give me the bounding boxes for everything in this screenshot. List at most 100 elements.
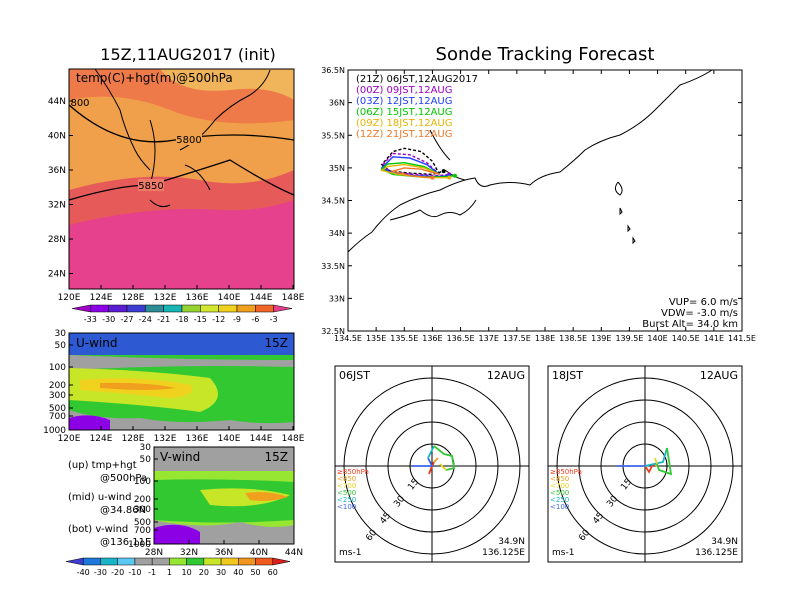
lat-tick-label: 35N: [329, 164, 345, 173]
desc-up-2: @500hPa: [100, 473, 147, 484]
pressure-tick-label: 1000: [43, 426, 66, 436]
pressure-tick-label: 50: [55, 341, 67, 351]
contour-5800: [68, 104, 295, 143]
wind-colorbar-label: 50: [250, 568, 260, 577]
temp-colorbar: -33 -30 -27 -24 -21 -18 -15 -12 -9 -6 -3: [71, 304, 293, 324]
pressure-tick-label: 700: [134, 526, 151, 536]
vwind-upper-zero: [154, 447, 294, 471]
lat-tick-label: 36.5N: [321, 66, 345, 75]
temp-map-frame: [68, 68, 295, 290]
lat-tick-label: 28N: [48, 235, 66, 245]
track-legend-entry: (03Z) 12JST,12AUG: [356, 96, 453, 107]
temp-colorbar-swatch: [255, 304, 274, 313]
uwind-jet-core: [100, 382, 175, 390]
lat-tick-label: 44N: [48, 97, 66, 107]
hodograph-trace: [433, 445, 456, 471]
wind-colorbar-label: -30: [94, 568, 107, 577]
temp-colorbar-swatch: [145, 304, 164, 313]
hodograph-level-legend: <500: [550, 489, 569, 497]
contour-label-800: 800: [70, 98, 89, 109]
vwind-core: [245, 492, 288, 501]
lon-tick-label: 136E: [186, 293, 209, 303]
hodograph-trace: [656, 447, 673, 476]
lat-tick-label: 33.5N: [321, 262, 345, 271]
temp-colorbar-label: -18: [175, 315, 188, 324]
coastline-south: [389, 199, 477, 221]
lon-tick-label: 124E: [90, 434, 113, 444]
track-legend-entry: (00Z) 09JST,12AUG: [356, 85, 453, 96]
wind-colorbar-label: 40: [233, 568, 243, 577]
lon-tick-label: 140E: [647, 334, 667, 343]
pressure-tick-label: 30: [140, 443, 152, 453]
temp-colorbar-label: -33: [84, 315, 97, 324]
hodograph-lon: 136.125E: [482, 548, 525, 558]
track-legend: (21Z) 06JST,12AUG2017(00Z) 09JST,12AUG(0…: [356, 74, 478, 140]
lat-tick-label: 32N: [180, 548, 198, 558]
wind-colorbar-swatch: [272, 557, 291, 566]
lat-tick-label: 32N: [48, 201, 66, 211]
lon-tick-label: 120E: [58, 434, 81, 444]
lon-tick-label: 137.5E: [503, 334, 531, 343]
wind-colorbar-swatch: [65, 557, 84, 566]
hodograph-date: 12AUG: [700, 369, 738, 382]
wind-colorbar-label: -1: [148, 568, 156, 577]
uwind-surface-band: [69, 410, 294, 430]
wind-colorbar-swatch: [255, 557, 274, 566]
lat-tick-label: 28N: [145, 548, 163, 558]
lon-tick-label: 148E: [282, 293, 305, 303]
lon-tick-label: 135E: [366, 334, 386, 343]
wind-colorbar-swatch: [100, 557, 118, 566]
track-legend-entry: (12Z) 21JST,12AUG: [356, 129, 453, 140]
contour-label-bg: [176, 133, 202, 145]
temp-map-ticks: 44N 40N 36N 32N 28N 24N 120E 124E 128E 132E 136E 14…: [48, 97, 305, 303]
wind-colorbar-swatch: [203, 557, 222, 566]
pressure-tick-label: 100: [134, 477, 151, 487]
lat-tick-label: 34.5N: [321, 197, 345, 206]
vwind-time: 15Z: [265, 450, 289, 464]
temp-colorbar-swatch: [218, 304, 238, 313]
hodograph-level-legend: <100: [337, 503, 356, 511]
contour-label-5800: 5800: [176, 135, 201, 146]
hodograph-level-legend: <500: [337, 489, 356, 497]
hodograph-trace: [433, 457, 439, 463]
param-vup: VUP= 6.0 m/s: [669, 297, 738, 308]
track-endpoint: [430, 175, 435, 180]
hodograph-level-legend: <850: [550, 475, 569, 483]
temp-colorbar-label: -24: [139, 315, 152, 324]
lat-tick-label: 40N: [48, 132, 66, 142]
lon-tick-label: 141E: [704, 334, 724, 343]
hodograph-date: 12AUG: [487, 369, 525, 382]
pressure-tick-label: 50: [140, 455, 152, 465]
lon-tick-label: 136E: [186, 434, 209, 444]
hodograph-level-legend: <850: [337, 475, 356, 483]
desc-up-1: (up) tmp+hgt: [68, 460, 137, 471]
lat-tick-label: 44N: [285, 548, 303, 558]
lon-tick-label: 141.5E: [728, 334, 756, 343]
wind-colorbar-label: -40: [77, 568, 90, 577]
hodograph-trace: [644, 463, 654, 474]
temp-colorbar-label: -27: [120, 315, 133, 324]
temp-map-panel: 5800 5850 800 temp(C)+hgt(m)@500hPa 44N4…: [48, 68, 305, 303]
wind-colorbar-swatch: [169, 557, 187, 566]
pressure-tick-label: 200: [49, 381, 66, 391]
pressure-tick-label: 300: [134, 505, 151, 515]
lon-tick-label: 139E: [591, 334, 611, 343]
hodograph-unit: ms-1: [552, 548, 574, 558]
hodograph-level-legend: <700: [550, 482, 569, 490]
temp-colorbar-swatch: [90, 304, 109, 313]
lon-tick-label: 136.5E: [447, 334, 475, 343]
hodograph-unit: ms-1: [339, 548, 361, 558]
temp-colorbar-swatch: [108, 304, 128, 313]
contour-label-5850: 5850: [138, 181, 163, 192]
lon-tick-label: 139.5E: [615, 334, 643, 343]
hodograph-trace: [427, 445, 435, 459]
islands-izu: [619, 207, 636, 245]
vwind-surface-neg: [154, 524, 200, 544]
hodograph-trace: [439, 463, 447, 471]
lon-tick-label: 144E: [250, 434, 273, 444]
temp-colorbar-label: -12: [212, 315, 225, 324]
